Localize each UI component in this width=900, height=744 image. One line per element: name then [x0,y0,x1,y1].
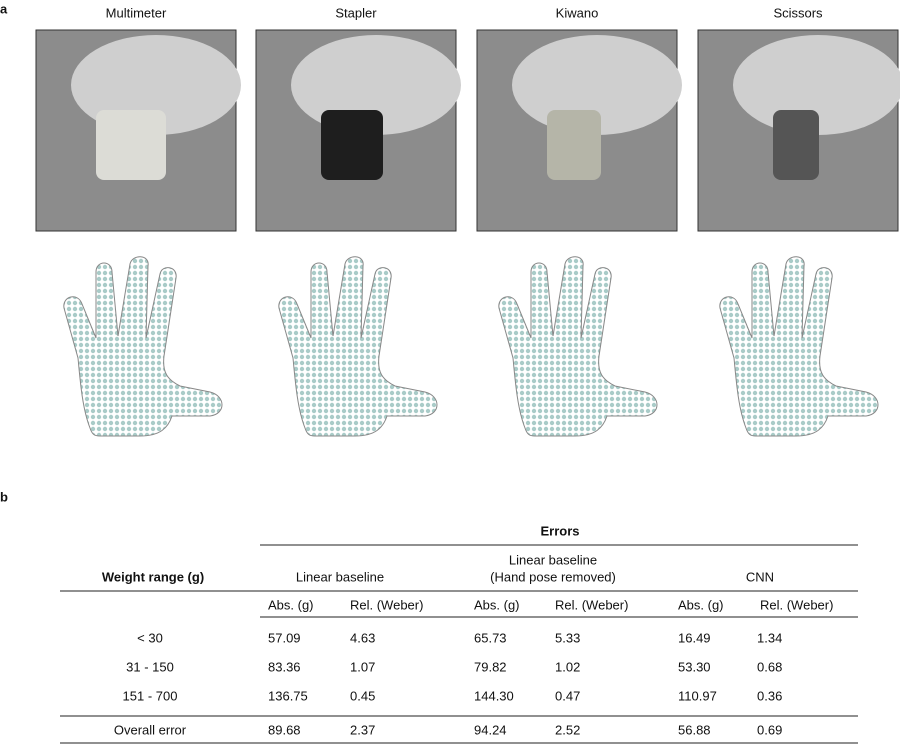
object [96,110,166,180]
row-label: Overall error [114,722,187,737]
row-label: 31 - 150 [126,659,174,674]
pressure-map [63,256,223,437]
row-header: Weight range (g) [102,569,204,584]
panel-label: a [0,1,8,16]
photo-title: Scissors [773,5,823,20]
subheader: Abs. (g) [268,597,314,612]
cell: 0.36 [757,688,782,703]
cell: 0.69 [757,722,782,737]
cell: 144.30 [474,688,514,703]
photo [697,29,900,232]
subheader: Abs. (g) [678,597,724,612]
cell: 2.52 [555,722,580,737]
column-header: (Hand pose removed) [490,569,616,584]
group-header: Errors [540,523,579,538]
photo [255,29,461,232]
cell: 1.34 [757,630,782,645]
cell: 2.37 [350,722,375,737]
pressure-map [498,256,658,437]
cell: 79.82 [474,659,507,674]
subheader: Rel. (Weber) [760,597,833,612]
cell: 56.88 [678,722,711,737]
cell: 5.33 [555,630,580,645]
photo-title: Stapler [335,5,377,20]
cell: 53.30 [678,659,711,674]
column-header: CNN [746,569,774,584]
glove [733,35,900,135]
cell: 110.97 [678,688,717,703]
cell: 83.36 [268,659,301,674]
cell: 4.63 [350,630,375,645]
cell: 94.24 [474,722,507,737]
cell: 1.02 [555,659,580,674]
cell: 0.45 [350,688,375,703]
object [321,110,383,180]
row-label: 151 - 700 [123,688,178,703]
pressure-map [719,256,879,437]
cell: 1.07 [350,659,375,674]
column-header: Linear baseline [296,569,384,584]
photo [476,29,682,232]
object [547,110,601,180]
pressure-map [278,256,438,437]
photo-title: Multimeter [106,5,167,20]
cell: 136.75 [268,688,308,703]
subheader: Rel. (Weber) [555,597,628,612]
object [773,110,819,180]
photo [35,29,241,232]
glove [512,35,682,135]
cell: 0.47 [555,688,580,703]
subheader: Abs. (g) [474,597,520,612]
column-header: Linear baseline [509,552,597,567]
cell: 0.68 [757,659,782,674]
cell: 16.49 [678,630,711,645]
cell: 89.68 [268,722,301,737]
panel-label: b [0,489,8,504]
photo-title: Kiwano [556,5,599,20]
cell: 65.73 [474,630,507,645]
subheader: Rel. (Weber) [350,597,423,612]
cell: 57.09 [268,630,301,645]
row-label: < 30 [137,630,163,645]
